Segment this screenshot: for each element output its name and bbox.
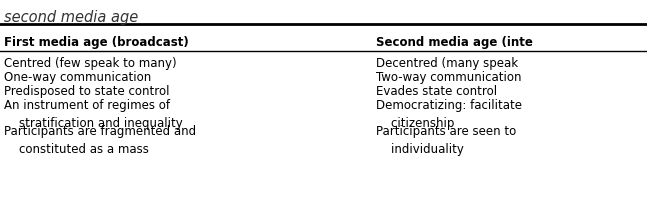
Text: First media age (broadcast): First media age (broadcast) [4, 36, 189, 49]
Text: An instrument of regimes of
    stratification and inequality: An instrument of regimes of stratificati… [4, 99, 182, 130]
Text: Second media age (inte: Second media age (inte [376, 36, 533, 49]
Text: Two-way communication: Two-way communication [376, 71, 521, 84]
Text: Evades state control: Evades state control [376, 85, 497, 98]
Text: Decentred (many speak: Decentred (many speak [376, 57, 518, 70]
Text: Participants are seen to
    individuality: Participants are seen to individuality [376, 125, 516, 156]
Text: One-way communication: One-way communication [4, 71, 151, 84]
Text: Predisposed to state control: Predisposed to state control [4, 85, 170, 98]
Text: Democratizing: facilitate
    citizenship: Democratizing: facilitate citizenship [376, 99, 522, 130]
Text: second media age: second media age [4, 10, 138, 25]
Text: Centred (few speak to many): Centred (few speak to many) [4, 57, 177, 70]
Text: Participants are fragmented and
    constituted as a mass: Participants are fragmented and constitu… [4, 125, 196, 156]
